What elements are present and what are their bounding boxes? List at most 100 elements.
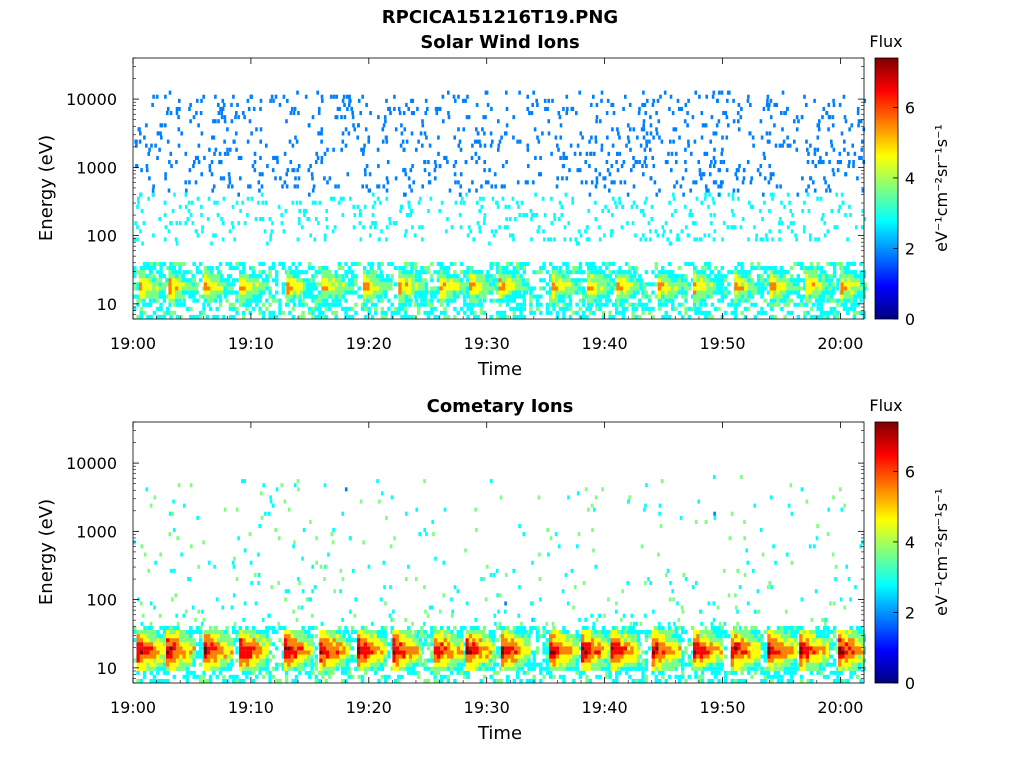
heatmap-cell <box>133 282 137 287</box>
heatmap-cell <box>242 298 246 303</box>
heatmap-cell <box>622 106 625 111</box>
heatmap-cell <box>687 282 691 287</box>
heatmap-cell <box>385 196 389 201</box>
heatmap-cell <box>624 261 629 266</box>
heatmap-cell <box>235 261 239 266</box>
heatmap-cell <box>237 221 240 226</box>
heatmap-cell <box>547 131 551 136</box>
y-tick-label: 10 <box>97 295 117 314</box>
heatmap-cell <box>780 111 783 116</box>
heatmap-cell <box>207 270 211 275</box>
heatmap-cell <box>582 310 586 315</box>
heatmap-cell <box>604 204 607 209</box>
heatmap-cell <box>632 127 636 132</box>
heatmap-cell <box>213 564 216 569</box>
heatmap-cell <box>208 625 213 630</box>
heatmap-cell <box>440 310 444 315</box>
heatmap-cell <box>843 147 846 152</box>
heatmap-cell <box>364 670 368 675</box>
heatmap-cell <box>341 286 345 291</box>
heatmap-cell <box>650 217 653 222</box>
heatmap-cell <box>554 282 559 287</box>
heatmap-cell <box>178 204 182 209</box>
heatmap-cell <box>768 208 771 213</box>
heatmap-cell <box>754 282 758 287</box>
heatmap-cell <box>383 294 388 299</box>
heatmap-cell <box>694 90 697 95</box>
heatmap-cell <box>492 572 496 577</box>
heatmap-cell <box>853 151 857 156</box>
heatmap-cell <box>448 188 452 193</box>
heatmap-cell <box>796 192 800 197</box>
heatmap-cell <box>228 666 233 671</box>
heatmap-cell <box>350 274 355 279</box>
heatmap-cell <box>568 302 573 307</box>
heatmap-cell <box>595 302 599 307</box>
heatmap-cell <box>756 274 761 279</box>
heatmap-cell <box>558 115 562 120</box>
heatmap-cell <box>496 270 500 275</box>
heatmap-cell <box>520 621 523 626</box>
heatmap-cell <box>765 131 769 136</box>
heatmap-cell <box>271 298 276 303</box>
heatmap-cell <box>700 176 703 181</box>
heatmap-cell <box>490 479 493 484</box>
heatmap-cell <box>575 302 579 307</box>
heatmap-cell <box>657 119 661 124</box>
heatmap-cell <box>595 617 599 622</box>
heatmap-cell <box>793 290 797 295</box>
heatmap-cell <box>321 298 325 303</box>
heatmap-cell <box>778 221 781 226</box>
heatmap-cell <box>610 164 614 169</box>
heatmap-cell <box>534 155 537 160</box>
heatmap-cell <box>253 168 257 173</box>
heatmap-cell <box>289 160 293 165</box>
heatmap-cell <box>149 621 153 626</box>
heatmap-cell <box>571 278 575 283</box>
heatmap-cell <box>352 123 355 128</box>
heatmap-cell <box>478 229 482 234</box>
heatmap-cell <box>416 310 421 315</box>
heatmap-cell <box>271 261 276 266</box>
heatmap-cell <box>360 306 365 311</box>
heatmap-cell <box>732 98 735 103</box>
heatmap-cell <box>763 278 767 283</box>
heatmap-cell <box>362 540 365 545</box>
heatmap-cell <box>593 298 597 303</box>
heatmap-cell <box>226 278 231 283</box>
heatmap-cell <box>799 266 804 271</box>
heatmap-cell <box>421 290 425 295</box>
heatmap-cell <box>179 221 182 226</box>
heatmap-cell <box>337 625 342 630</box>
heatmap-cell <box>524 290 529 295</box>
heatmap-cell <box>652 164 656 169</box>
heatmap-cell <box>398 290 402 295</box>
heatmap-cell <box>562 306 566 311</box>
heatmap-cell <box>704 261 708 266</box>
heatmap-cell <box>568 314 573 319</box>
heatmap-cell <box>505 106 509 111</box>
heatmap-cell <box>334 274 339 279</box>
heatmap-cell <box>677 617 681 622</box>
heatmap-cell <box>223 119 227 124</box>
heatmap-cell <box>628 102 632 107</box>
heatmap-cell <box>185 678 190 683</box>
heatmap-cell <box>644 503 647 508</box>
heatmap-cell <box>746 160 750 165</box>
heatmap-cell <box>497 119 500 124</box>
heatmap-cell <box>760 294 764 299</box>
heatmap-cell <box>843 290 848 295</box>
heatmap-cell <box>595 119 598 124</box>
heatmap-cell <box>771 196 774 201</box>
heatmap-cell <box>757 286 761 291</box>
heatmap-cell <box>394 176 398 181</box>
heatmap-cell <box>239 302 243 307</box>
heatmap-cell <box>773 282 777 287</box>
heatmap-cell <box>654 282 658 287</box>
heatmap-cell <box>776 274 780 279</box>
heatmap-cell <box>590 180 594 185</box>
heatmap-cell <box>212 119 215 124</box>
heatmap-cell <box>730 298 734 303</box>
heatmap-cell <box>645 143 648 148</box>
heatmap-cell <box>199 650 203 655</box>
